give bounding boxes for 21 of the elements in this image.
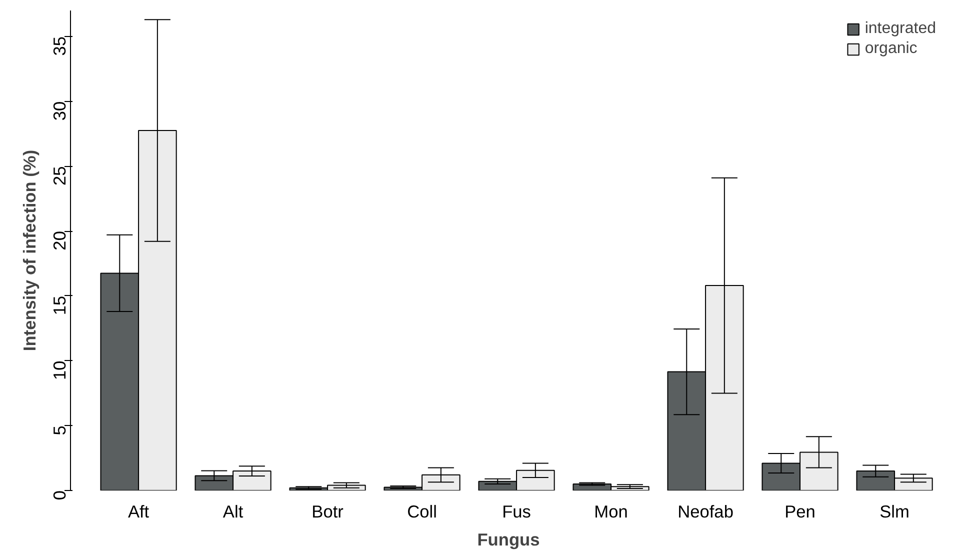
x-tick-label: Botr	[312, 502, 344, 522]
x-tick-label: Coll	[407, 502, 437, 522]
y-tick-label: 25	[50, 166, 70, 186]
x-tick-label: Pen	[784, 502, 816, 522]
y-tick-label: 20	[50, 231, 70, 250]
y-tick-label: 35	[50, 36, 70, 56]
x-tick-label: Fus	[502, 502, 532, 522]
x-axis-title: Fungus	[477, 530, 540, 550]
legend-label: organic	[864, 40, 918, 58]
y-tick-label: 5	[50, 426, 70, 436]
y-tick-label: 15	[50, 296, 70, 316]
x-tick-label: Slm	[880, 502, 910, 522]
x-tick-label: Alt	[222, 502, 244, 522]
y-tick-label: 10	[50, 360, 70, 380]
y-tick-label: 0	[50, 490, 70, 500]
x-tick-label: Neofab	[678, 502, 734, 522]
x-tick-label: Aft	[128, 502, 150, 522]
x-tick-label: Mon	[594, 502, 628, 522]
legend-label: integrated	[864, 20, 936, 38]
y-tick-label: 30	[50, 101, 70, 121]
y-axis-title: Intensity of infection (%)	[20, 150, 40, 352]
